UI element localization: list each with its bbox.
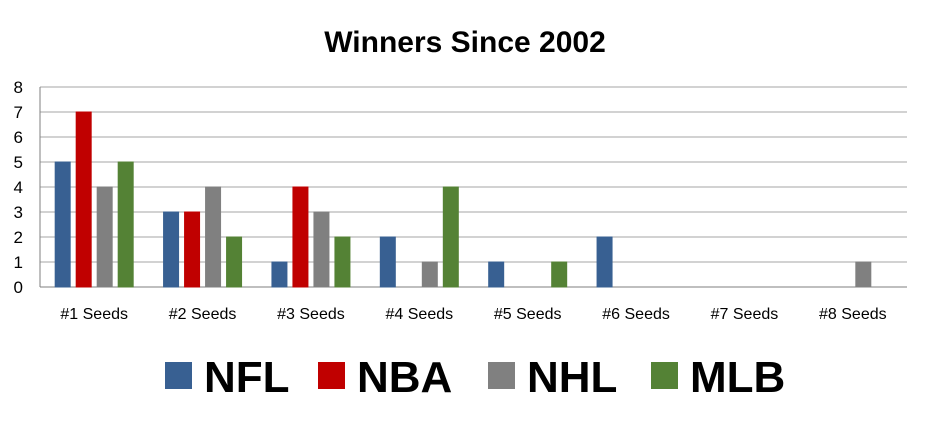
y-tick-label: 2 xyxy=(14,228,23,247)
y-tick-label: 6 xyxy=(14,128,23,147)
bar-nba-1 xyxy=(75,111,92,288)
y-axis-ticks: 0 1 2 3 4 5 6 7 8 xyxy=(14,78,23,297)
bar-nhl-3 xyxy=(313,211,330,288)
legend-swatch-nba xyxy=(318,362,345,389)
bar-mlb-3 xyxy=(334,236,351,288)
bar-nhl-1 xyxy=(96,186,113,288)
bar-nfl-2 xyxy=(163,211,180,288)
y-tick-label: 7 xyxy=(14,103,23,122)
legend-swatch-nfl xyxy=(165,362,192,389)
legend-label-nba: NBA xyxy=(357,353,452,402)
x-tick-label: #1 Seeds xyxy=(60,306,128,323)
y-tick-label: 8 xyxy=(14,78,23,97)
chart-title: Winners Since 2002 xyxy=(324,26,606,59)
x-tick-label: #5 Seeds xyxy=(494,306,562,323)
x-tick-label: #3 Seeds xyxy=(277,306,345,323)
y-tick-label: 4 xyxy=(14,178,23,197)
x-axis-ticks: #1 Seeds #2 Seeds #3 Seeds #4 Seeds #5 Seeds… xyxy=(60,306,886,323)
x-tick-label: #2 Seeds xyxy=(169,306,237,323)
legend: NFL NBA NHL MLB xyxy=(165,353,785,402)
y-tick-label: 5 xyxy=(14,153,23,172)
x-tick-label: #8 Seeds xyxy=(819,306,887,323)
y-tick-label: 0 xyxy=(14,278,23,297)
bar-mlb-5 xyxy=(551,261,568,288)
x-tick-label: #4 Seeds xyxy=(386,306,454,323)
legend-label-nhl: NHL xyxy=(527,353,617,402)
bar-nfl-4 xyxy=(379,236,396,288)
x-tick-label: #7 Seeds xyxy=(711,306,779,323)
legend-swatch-mlb xyxy=(651,362,678,389)
bar-nfl-5 xyxy=(488,261,505,288)
bar-nhl-8 xyxy=(855,261,872,288)
legend-swatch-nhl xyxy=(488,362,515,389)
x-tick-label: #6 Seeds xyxy=(602,306,670,323)
bar-mlb-4 xyxy=(442,186,459,288)
bar-nba-2 xyxy=(184,211,201,288)
y-tick-label: 1 xyxy=(14,253,23,272)
bar-nfl-3 xyxy=(271,261,288,288)
bar-nfl-1 xyxy=(54,161,71,288)
bar-nfl-6 xyxy=(596,236,613,288)
legend-label-nfl: NFL xyxy=(204,353,290,402)
bar-mlb-1 xyxy=(117,161,134,288)
y-tick-label: 3 xyxy=(14,203,23,222)
legend-label-mlb: MLB xyxy=(690,353,785,402)
bar-mlb-2 xyxy=(226,236,243,288)
bar-nhl-4 xyxy=(421,261,438,288)
bar-nba-3 xyxy=(292,186,309,288)
bars xyxy=(54,111,872,288)
bar-nhl-2 xyxy=(205,186,222,288)
